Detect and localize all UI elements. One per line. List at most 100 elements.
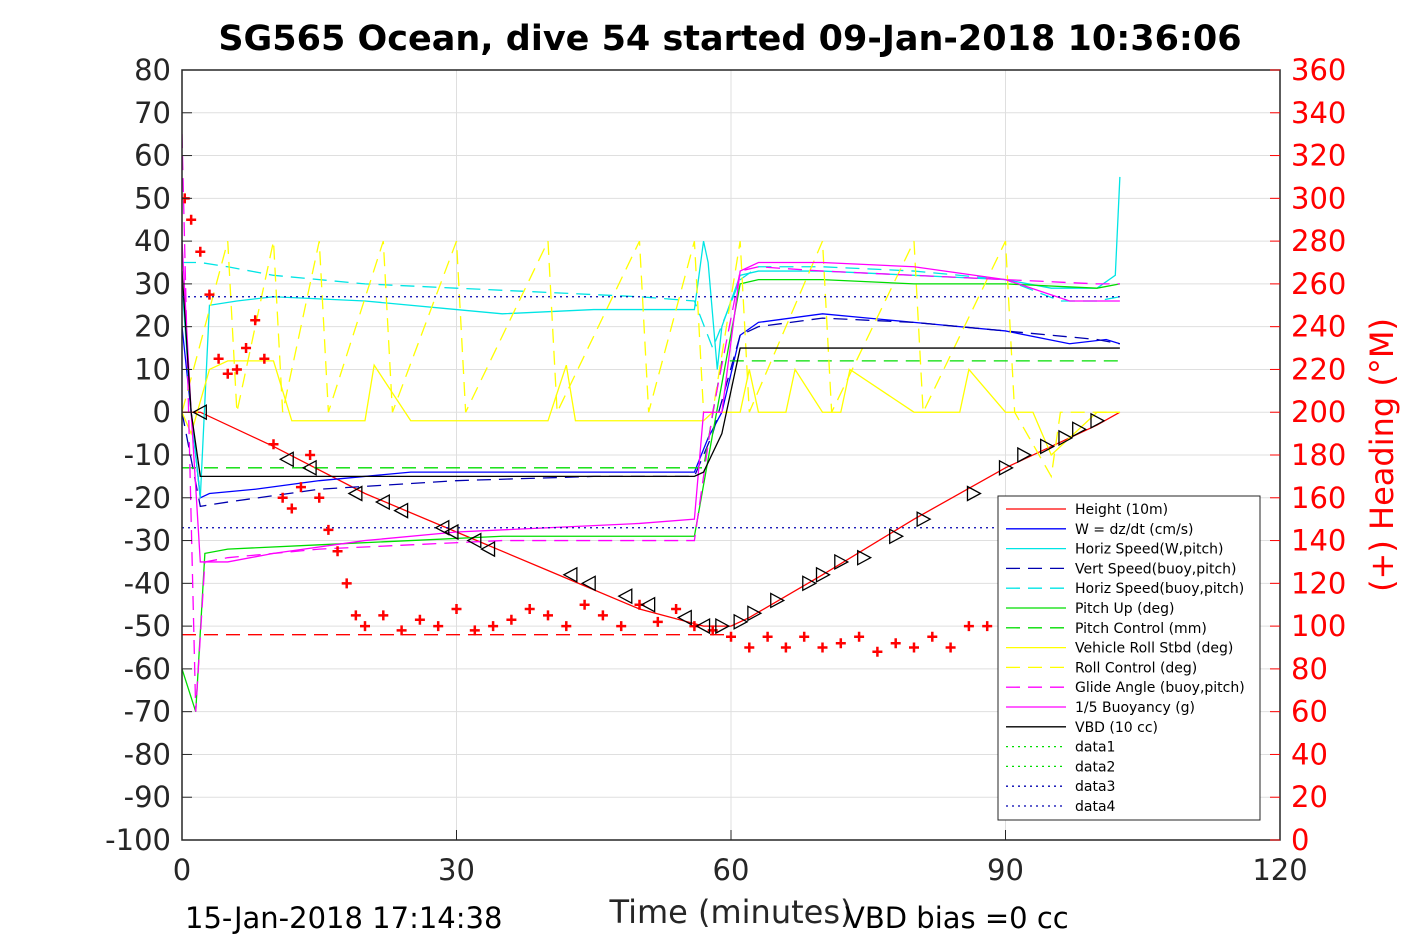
heading-point xyxy=(186,214,197,225)
heading-point xyxy=(579,599,590,610)
legend-label: data1 xyxy=(1075,740,1115,756)
y-right-tick-label: 0 xyxy=(1291,823,1309,857)
heading-point xyxy=(231,364,242,375)
y-right-tick-label: 140 xyxy=(1291,524,1346,558)
y-right-tick-label: 340 xyxy=(1291,96,1346,130)
legend-label: data4 xyxy=(1075,799,1116,815)
direction-marker xyxy=(802,575,818,592)
heading-point xyxy=(854,631,865,642)
y-tick-label: -90 xyxy=(124,780,171,814)
direction-marker xyxy=(374,493,390,511)
x-tick-label: 60 xyxy=(713,853,750,887)
heading-point xyxy=(241,343,252,354)
direction-marker xyxy=(347,485,363,502)
y-right-tick-label: 260 xyxy=(1291,267,1346,301)
direction-marker xyxy=(916,511,932,528)
heading-point xyxy=(597,610,608,621)
heading-point xyxy=(433,621,444,632)
y-right-tick-label: 60 xyxy=(1291,695,1328,729)
direction-marker xyxy=(434,519,450,536)
heading-point xyxy=(982,621,993,632)
series-8-line xyxy=(182,240,1120,479)
legend-label: Pitch Up (deg) xyxy=(1075,601,1174,617)
y-tick-label: 10 xyxy=(134,352,171,386)
legend-label: Vert Speed(buoy,pitch) xyxy=(1075,561,1237,577)
y-tick-label: -60 xyxy=(124,652,171,686)
y-tick-label: 60 xyxy=(134,139,171,173)
plot-area xyxy=(182,134,1121,712)
series-1-line xyxy=(182,313,1121,499)
heading-point xyxy=(506,614,517,625)
y-right-tick-label: 200 xyxy=(1291,395,1346,429)
y-axis: 80 70 60 50 40 30 20 10 0 -10 -20 -30 -40 -50 -60 -70 -8… xyxy=(105,53,192,857)
x-tick-label: 0 xyxy=(173,853,191,887)
heading-point xyxy=(378,610,389,621)
direction-marker xyxy=(695,618,711,635)
heading-point xyxy=(817,642,828,653)
heading-point xyxy=(332,546,343,557)
direction-marker xyxy=(1017,446,1033,464)
heading-point xyxy=(250,315,261,326)
y-tick-label: -20 xyxy=(124,481,171,515)
legend-label: W = dz/dt (cm/s) xyxy=(1075,522,1194,538)
heading-point xyxy=(799,631,810,642)
direction-marker xyxy=(770,592,786,609)
heading-point xyxy=(414,614,425,625)
direction-marker xyxy=(889,528,905,545)
heading-point xyxy=(488,621,499,632)
direction-marker xyxy=(715,618,731,635)
direction-marker xyxy=(733,613,749,630)
y-tick-label: -50 xyxy=(124,609,171,643)
direction-marker xyxy=(1040,438,1056,455)
footer-vbd-bias: VBD bias =0 cc xyxy=(845,901,1069,935)
x-tick-label: 120 xyxy=(1252,853,1307,887)
y-tick-label: 30 xyxy=(134,267,171,301)
direction-marker xyxy=(466,532,482,549)
series-4-line xyxy=(182,261,1120,350)
heading-point xyxy=(469,625,480,636)
x-tick-label: 30 xyxy=(438,853,475,887)
y-right-tick-label: 40 xyxy=(1291,737,1328,771)
legend-label: Height (10m) xyxy=(1075,502,1168,518)
heading-point xyxy=(963,621,974,632)
y-right-tick-label: 280 xyxy=(1291,224,1346,258)
chart-title: SG565 Ocean, dive 54 started 09-Jan-2018… xyxy=(218,19,1241,59)
direction-marker xyxy=(998,459,1014,476)
direction-marker xyxy=(640,596,656,613)
direction-marker xyxy=(747,605,763,622)
legend-label: Roll Control (deg) xyxy=(1075,660,1197,676)
y-tick-label: -80 xyxy=(124,737,171,771)
direction-marker xyxy=(1058,429,1074,446)
heading-point xyxy=(341,578,352,589)
heading-point xyxy=(780,642,791,653)
legend-label: Vehicle Roll Stbd (deg) xyxy=(1075,641,1233,657)
legend-label: data2 xyxy=(1075,759,1115,775)
heading-point xyxy=(872,646,883,657)
series-2-line xyxy=(182,176,1121,498)
y-tick-label: 70 xyxy=(134,96,171,130)
direction-marker xyxy=(966,485,982,502)
heading-point xyxy=(204,289,215,300)
y-tick-label: 40 xyxy=(134,224,171,258)
heading-point xyxy=(671,604,682,614)
direction-marker xyxy=(278,451,294,468)
heading-point xyxy=(259,353,270,364)
heading-point xyxy=(543,610,553,621)
heading-point xyxy=(286,503,297,514)
y-axis-right: 3603403203002802602402202001801601401201… xyxy=(1270,53,1346,857)
legend: Height (10m) W = dz/dt (cm/s) Horiz Speed(… xyxy=(997,495,1261,821)
legend-label: Horiz Speed(W,pitch) xyxy=(1075,542,1223,558)
heading-point xyxy=(652,616,663,627)
series-9-line xyxy=(182,134,1120,712)
heading-point xyxy=(396,625,407,636)
y-right-tick-label: 20 xyxy=(1291,780,1328,814)
y-tick-label: 0 xyxy=(153,395,171,429)
heading-point xyxy=(890,638,901,649)
heading-point xyxy=(744,642,755,653)
y-right-tick-label: 240 xyxy=(1291,310,1346,344)
y-right-tick-label: 220 xyxy=(1291,352,1346,386)
heading-point xyxy=(222,368,233,379)
direction-marker xyxy=(857,549,873,566)
direction-marker xyxy=(676,609,692,626)
